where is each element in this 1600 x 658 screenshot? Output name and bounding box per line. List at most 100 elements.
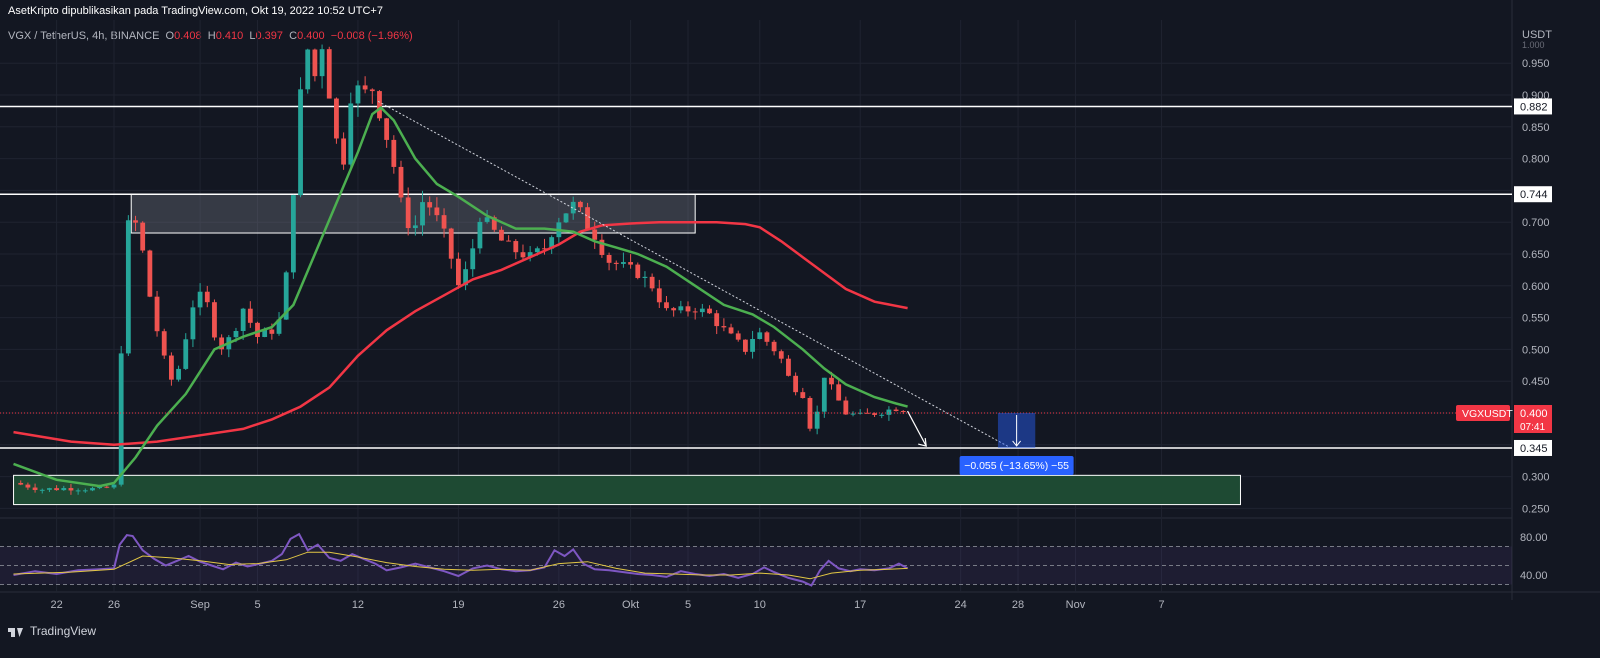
candle-body <box>577 201 583 208</box>
candle-body <box>355 85 361 104</box>
candle-body <box>534 248 540 253</box>
candle-body <box>477 221 483 249</box>
price-axis-tick-label: 0.600 <box>1522 281 1550 293</box>
candle-body <box>814 411 820 429</box>
candle-body <box>118 353 124 485</box>
symbol-legend: VGX / TetherUS, 4h, BINANCE O0.408 H0.41… <box>8 30 413 42</box>
candle-body <box>549 237 555 249</box>
candle-body <box>212 302 217 338</box>
candle-body <box>857 412 863 414</box>
candle-body <box>843 400 849 415</box>
candle-body <box>491 217 497 230</box>
time-axis-label: 7 <box>1158 599 1164 611</box>
candle-body <box>276 319 282 334</box>
chart-grid <box>0 0 1600 600</box>
candle-body <box>111 484 117 488</box>
candle-body <box>97 486 103 489</box>
candle-body <box>692 311 698 313</box>
candle-body <box>664 302 669 309</box>
candle-body <box>606 254 612 263</box>
candle-body <box>61 488 67 491</box>
candle-body <box>190 307 196 340</box>
low-value: 0.397 <box>255 30 284 42</box>
current-price-label-bg <box>1514 405 1552 433</box>
price-axis-tick-label: 0.550 <box>1522 313 1550 325</box>
candle-body <box>800 392 806 398</box>
ma-fast-line <box>13 106 908 488</box>
candle-body <box>642 276 648 278</box>
candle-body <box>147 250 153 297</box>
candle-body <box>728 327 734 334</box>
candle-body <box>247 308 253 323</box>
candle-body <box>39 489 45 491</box>
candle-body <box>240 308 246 331</box>
candle-body <box>427 202 433 208</box>
candle-body <box>283 272 289 320</box>
candle-body <box>398 166 404 198</box>
candle-body <box>204 291 210 303</box>
candle-body <box>757 332 763 339</box>
level-label: 0.882 <box>1520 101 1548 113</box>
candle-body <box>290 195 296 273</box>
candle-body <box>412 225 418 229</box>
candle-body <box>678 306 684 311</box>
candle-body <box>628 262 633 265</box>
close-value: 0.400 <box>297 30 325 42</box>
position-tool-arrowhead <box>1012 440 1022 447</box>
candle-body <box>685 306 691 312</box>
candle-body <box>513 241 519 253</box>
candle-body <box>441 215 447 229</box>
candle-body <box>714 313 720 327</box>
candle-body <box>879 414 885 416</box>
candle-body <box>821 377 827 412</box>
demand-zone <box>13 474 1241 506</box>
price-axis-tick-label: 0.250 <box>1522 503 1550 515</box>
candle-body <box>362 85 368 90</box>
time-axis-label: Sep <box>190 599 210 611</box>
symbol-price-tag-bg <box>1456 405 1510 421</box>
price-axis-tick-label: 0.300 <box>1522 472 1550 484</box>
time-axis-label: 26 <box>108 599 120 611</box>
candle-body <box>470 248 476 270</box>
level-label-bg <box>1514 98 1552 115</box>
candle-body <box>448 228 454 259</box>
price-axis-tick-label: 0.850 <box>1522 122 1550 134</box>
candle-body <box>886 409 892 415</box>
time-axis-label: 24 <box>955 599 967 611</box>
candle-body <box>133 220 138 223</box>
price-axis-tick-label: 0.700 <box>1522 217 1550 229</box>
price-axis-tick-label: 0.800 <box>1522 154 1550 166</box>
candle-body <box>793 375 799 393</box>
candle-body <box>377 91 382 119</box>
footer-brand: TradingView <box>8 624 96 638</box>
candle-body <box>778 351 784 359</box>
candle-body <box>649 276 655 289</box>
high-value: 0.410 <box>215 30 244 42</box>
candle-body <box>32 487 38 491</box>
symbol-price-tag: VGXUSDT <box>1462 408 1513 420</box>
price-axis-tick-label: 0.450 <box>1522 376 1550 388</box>
candle-body <box>743 339 748 352</box>
time-axis-label: 17 <box>854 599 866 611</box>
candle-body <box>621 262 626 264</box>
time-axis-label: 5 <box>254 599 260 611</box>
candle-body <box>750 338 755 352</box>
candle-body <box>721 326 727 328</box>
candle-body <box>613 262 619 264</box>
candle-body <box>154 296 160 332</box>
candle-body <box>197 291 203 308</box>
brand-text: TradingView <box>30 624 97 638</box>
candle-body <box>305 49 311 90</box>
projection-arrowhead <box>918 437 927 447</box>
close-label: C <box>289 30 298 42</box>
symbol-name[interactable]: VGX / TetherUS, 4h, BINANCE <box>8 30 160 42</box>
candle-body <box>592 229 598 240</box>
candle-body <box>348 103 354 165</box>
time-axis-label: 10 <box>754 599 766 611</box>
open-value: 0.408 <box>174 30 202 42</box>
descending-trendline <box>377 100 1012 449</box>
candle-body <box>125 220 131 354</box>
low-label: L <box>249 30 256 42</box>
candle-body <box>656 288 662 303</box>
